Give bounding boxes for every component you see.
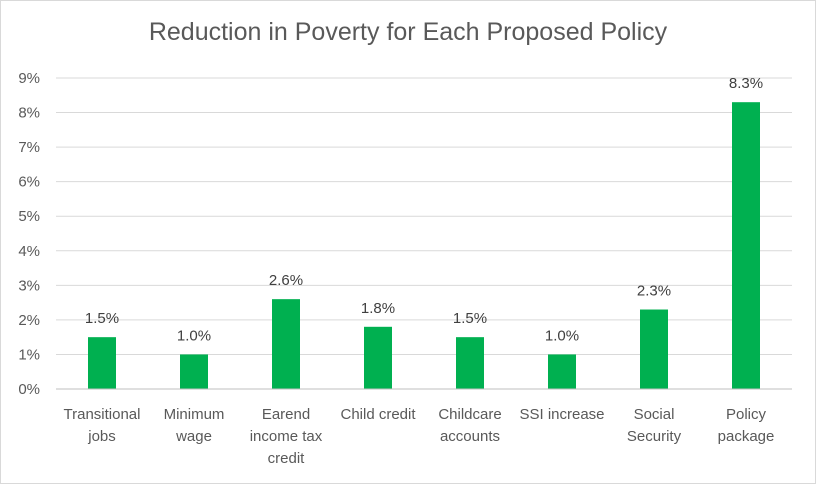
y-axis-ticks: 0% 1% 2% 3% 4% 5% 6% 7% 8% 9%	[18, 70, 40, 398]
category-label: Earend income tax credit	[250, 406, 323, 467]
category-label: Social Security	[627, 406, 682, 445]
bar	[732, 102, 760, 389]
bar	[640, 309, 668, 389]
y-tick-label: 1%	[18, 346, 40, 363]
y-tick-label: 6%	[18, 174, 40, 191]
y-tick-label: 9%	[18, 70, 40, 87]
chart-title: Reduction in Poverty for Each Proposed P…	[148, 18, 668, 46]
category-label: Transitional jobs	[64, 406, 141, 445]
data-label: 1.5%	[85, 310, 119, 327]
gridlines	[56, 77, 792, 355]
data-label: 2.6%	[269, 272, 303, 289]
y-tick-label: 7%	[18, 139, 40, 156]
y-tick-label: 2%	[18, 312, 40, 329]
bar	[548, 354, 576, 389]
category-label: Policy package	[718, 406, 775, 445]
bar	[364, 326, 392, 389]
bar	[456, 337, 484, 389]
data-labels: 1.5% 1.0% 2.6% 1.8% 1.5% 1.0% 2.3% 8.3%	[85, 75, 763, 344]
data-label: 1.0%	[545, 327, 579, 344]
category-label: Minimum wage	[164, 406, 225, 445]
y-tick-label: 8%	[18, 105, 40, 122]
bar	[180, 354, 208, 389]
y-tick-label: 0%	[18, 381, 40, 398]
data-label: 8.3%	[729, 75, 763, 92]
y-tick-label: 5%	[18, 208, 40, 225]
data-label: 1.8%	[361, 300, 395, 317]
data-label: 1.5%	[453, 310, 487, 327]
category-label: SSI increase	[519, 406, 604, 423]
category-label: Childcare accounts	[438, 406, 501, 445]
category-label: Child credit	[340, 406, 416, 423]
y-tick-label: 4%	[18, 243, 40, 260]
bar	[272, 299, 300, 389]
bars	[88, 102, 760, 389]
x-axis-labels: Transitional jobs Minimum wage Earend income …	[64, 406, 775, 467]
data-label: 2.3%	[637, 283, 671, 300]
data-label: 1.0%	[177, 327, 211, 344]
bar	[88, 337, 116, 389]
y-tick-label: 3%	[18, 277, 40, 294]
